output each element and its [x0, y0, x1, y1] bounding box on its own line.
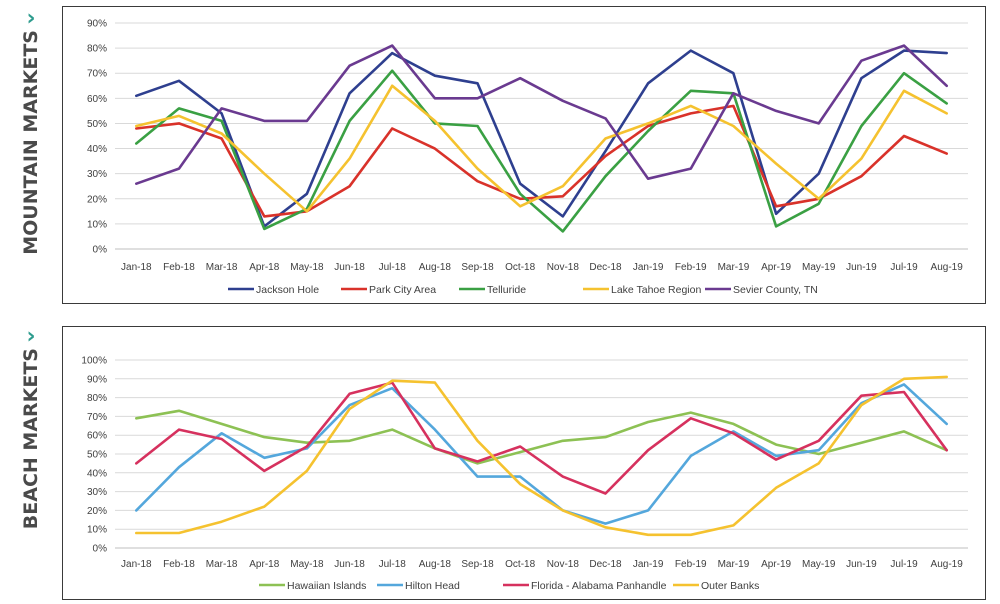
mountain-markets-heading: MOUNTAIN MARKETS: [20, 30, 42, 255]
x-tick-label: Feb-18: [163, 559, 195, 570]
y-tick-label: 90%: [87, 19, 107, 30]
x-tick-label: Oct-18: [505, 262, 535, 273]
y-tick-label: 50%: [87, 450, 107, 461]
x-tick-label: May-18: [290, 559, 324, 570]
legend-label: Telluride: [487, 284, 526, 296]
x-tick-label: Jun-19: [846, 559, 877, 570]
x-tick-label: May-19: [802, 559, 836, 570]
x-tick-label: May-19: [802, 262, 836, 273]
y-tick-label: 30%: [87, 487, 107, 498]
x-tick-label: Nov-18: [547, 262, 580, 273]
x-tick-label: Apr-19: [761, 262, 791, 273]
x-tick-label: Jun-18: [334, 559, 365, 570]
series-line-hilton-head: [135, 383, 949, 525]
x-tick-label: Jan-19: [633, 559, 664, 570]
x-tick-label: Dec-18: [589, 559, 622, 570]
x-tick-label: Mar-18: [206, 262, 238, 273]
series-line-sevier-county-tn: [135, 44, 949, 185]
y-tick-label: 100%: [81, 356, 107, 367]
series-line-lake-tahoe-region: [135, 84, 949, 213]
y-tick-label: 20%: [87, 506, 107, 517]
series-line-jackson-hole: [135, 49, 949, 228]
x-tick-label: Mar-19: [718, 559, 750, 570]
y-tick-label: 70%: [87, 412, 107, 423]
y-tick-label: 80%: [87, 393, 107, 404]
x-tick-label: Apr-18: [249, 262, 279, 273]
x-tick-label: Feb-19: [675, 262, 707, 273]
series-line-florida-alabama-panhandle: [135, 381, 949, 495]
x-tick-label: Sep-18: [461, 262, 494, 273]
legend-label: Hawaiian Islands: [287, 580, 366, 592]
y-tick-label: 60%: [87, 431, 107, 442]
mountain-markets-chart: 0% 10% 20% 30% 40% 50% 60% 70% 80% 90% Jan-18 Feb-1…: [87, 19, 968, 296]
x-tick-label: Nov-18: [547, 559, 580, 570]
y-tick-label: 40%: [87, 468, 107, 479]
legend-label: Park City Area: [369, 284, 436, 296]
x-tick-label: Apr-18: [249, 559, 279, 570]
beach-markets-label: › BEACH MARKETS: [14, 324, 48, 530]
legend-label: Florida - Alabama Panhandle: [531, 580, 667, 592]
x-tick-label: Jan-19: [633, 262, 664, 273]
x-tick-label: Aug-19: [931, 262, 964, 273]
y-tick-label: 70%: [87, 69, 107, 80]
x-tick-label: Jul-19: [890, 262, 918, 273]
y-tick-label: 10%: [87, 219, 107, 230]
x-tick-label: Aug-18: [419, 262, 452, 273]
x-tick-label: Aug-19: [931, 559, 964, 570]
mountain-chart-panel: 0% 10% 20% 30% 40% 50% 60% 70% 80% 90% Jan-18 Feb-1…: [62, 6, 986, 304]
x-tick-label: Mar-18: [206, 559, 238, 570]
chevron-right-icon: ›: [26, 324, 36, 349]
x-tick-label: Mar-19: [718, 262, 750, 273]
x-tick-label: Apr-19: [761, 559, 791, 570]
y-tick-label: 30%: [87, 169, 107, 180]
y-tick-label: 0%: [93, 544, 108, 555]
series-line-outer-banks: [135, 375, 949, 537]
x-tick-label: Jun-19: [846, 262, 877, 273]
y-tick-label: 90%: [87, 374, 107, 385]
x-tick-label: Aug-18: [419, 559, 452, 570]
x-tick-label: Jan-18: [121, 559, 152, 570]
legend-label: Jackson Hole: [256, 284, 319, 296]
x-tick-label: Feb-19: [675, 559, 707, 570]
y-tick-label: 60%: [87, 94, 107, 105]
x-tick-label: Jan-18: [121, 262, 152, 273]
series-line-telluride: [135, 69, 949, 233]
x-tick-label: Jul-18: [379, 559, 407, 570]
legend-label: Hilton Head: [405, 580, 460, 592]
y-tick-label: 40%: [87, 144, 107, 155]
chevron-right-icon: ›: [26, 6, 36, 31]
x-tick-label: Jul-19: [890, 559, 918, 570]
beach-markets-chart: 0% 10% 20% 30% 40% 50% 60% 70% 80% 90% 100% Jan-18 F…: [81, 356, 968, 592]
x-tick-label: Sep-18: [461, 559, 494, 570]
legend-label: Outer Banks: [701, 580, 759, 592]
y-tick-label: 10%: [87, 525, 107, 536]
x-tick-label: Jul-18: [379, 262, 407, 273]
x-tick-label: Feb-18: [163, 262, 195, 273]
y-tick-label: 0%: [93, 245, 108, 256]
legend-label: Sevier County, TN: [733, 284, 818, 296]
x-tick-label: Oct-18: [505, 559, 535, 570]
y-tick-label: 80%: [87, 44, 107, 55]
x-tick-label: Dec-18: [589, 262, 622, 273]
beach-markets-heading: BEACH MARKETS: [20, 348, 42, 530]
x-tick-label: Jun-18: [334, 262, 365, 273]
beach-chart-panel: 0% 10% 20% 30% 40% 50% 60% 70% 80% 90% 100% Jan-18 F…: [62, 326, 986, 600]
legend-label: Lake Tahoe Region: [611, 284, 701, 296]
mountain-markets-label: › MOUNTAIN MARKETS: [14, 8, 48, 255]
y-tick-label: 20%: [87, 194, 107, 205]
x-tick-label: May-18: [290, 262, 324, 273]
y-tick-label: 50%: [87, 119, 107, 130]
